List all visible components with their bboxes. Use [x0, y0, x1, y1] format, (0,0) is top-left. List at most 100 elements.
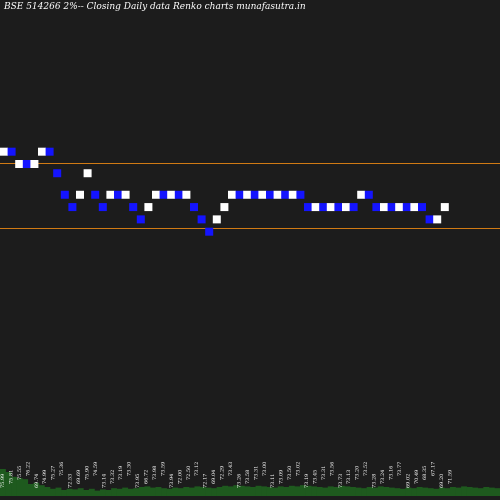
renko-brick-down: [53, 169, 62, 178]
volume-bar: [72, 489, 79, 496]
price-label: 73.28: [372, 474, 378, 488]
volume-bar: [233, 485, 240, 496]
volume-bar: [138, 487, 145, 496]
price-label: 75.36: [59, 462, 65, 476]
volume-bar: [211, 488, 217, 496]
price-label: 72.29: [220, 466, 226, 480]
renko-brick-up: [440, 203, 449, 212]
price-label: 72.00: [177, 470, 183, 484]
price-label: 73.00: [262, 462, 268, 476]
renko-brick-up: [167, 190, 176, 199]
renko-brick-up: [152, 190, 160, 199]
volume-bar: [355, 487, 362, 496]
price-label: 71.59: [448, 470, 454, 484]
price-label: 73.45: [312, 470, 318, 484]
price-label: 73.98: [152, 466, 158, 480]
price-label: 74.99: [42, 470, 48, 484]
price-label: 73.20: [355, 466, 361, 480]
volume-bar: [494, 488, 500, 496]
volume-bar: [333, 487, 340, 496]
renko-brick-up: [182, 190, 191, 199]
renko-brick-down: [98, 203, 107, 212]
price-label: 76.22: [25, 462, 31, 476]
renko-brick-up: [106, 190, 115, 199]
volume-bar: [238, 485, 245, 496]
renko-brick-down: [319, 203, 328, 212]
volume-bar: [100, 489, 106, 496]
volume-bar: [350, 487, 356, 496]
renko-brick-down: [418, 203, 426, 212]
price-label: 73.30: [127, 462, 133, 476]
price-label: 73.09: [279, 470, 285, 484]
volume-bar: [88, 488, 95, 496]
volume-bar: [38, 485, 45, 496]
renko-brick-down: [304, 203, 312, 212]
price-label: 70.49: [414, 470, 420, 484]
price-label: 73.94: [169, 474, 175, 488]
renko-brick-up: [433, 215, 442, 224]
volume-bar: [433, 488, 440, 496]
volume-bar: [61, 490, 67, 496]
renko-brick-down: [235, 190, 244, 199]
renko-brick-down: [205, 227, 214, 236]
price-label: 72.53: [68, 474, 74, 488]
price-label: 67.17: [431, 462, 437, 476]
price-label: 73.24: [380, 470, 386, 484]
renko-brick-down: [190, 203, 198, 212]
renko-brick-down: [114, 190, 122, 199]
price-label: 75.99: [0, 474, 6, 488]
price-label: 73.31: [321, 466, 327, 480]
volume-bar: [0, 469, 6, 496]
price-label: 73.13: [346, 470, 352, 484]
volume-bar: [161, 488, 167, 496]
volume-bar: [77, 488, 84, 496]
renko-brick-up: [395, 203, 404, 212]
renko-brick-up: [228, 190, 236, 199]
renko-brick-up: [30, 160, 39, 168]
price-label: 73.31: [253, 466, 259, 480]
volume-bar: [66, 488, 73, 496]
volume-bar: [377, 486, 384, 496]
price-label: 75.27: [51, 466, 57, 480]
price-label: 73.95: [135, 474, 141, 488]
renko-brick-down: [296, 190, 305, 199]
volume-bar: [183, 487, 190, 496]
volume-bar: [305, 485, 312, 496]
renko-brick-down: [334, 203, 343, 212]
price-label: 73.19: [118, 466, 124, 480]
volume-bar: [255, 485, 262, 496]
volume-bar: [461, 486, 467, 496]
price-label: 73.02: [296, 462, 302, 476]
volume-bar: [277, 486, 284, 496]
volume-bar: [5, 472, 12, 496]
price-label: 73.11: [270, 474, 276, 488]
volume-bar: [261, 486, 267, 496]
volume-bar: [150, 487, 156, 496]
volume-bar: [455, 487, 462, 496]
renko-brick-down: [159, 190, 168, 199]
volume-bar: [144, 486, 151, 496]
renko-brick-down: [68, 203, 77, 212]
volume-bar: [172, 487, 179, 496]
renko-brick-up: [212, 215, 221, 224]
renko-brick-down: [266, 190, 274, 199]
volume-bar: [16, 478, 23, 496]
price-label: 75.55: [17, 466, 23, 480]
price-label: 75.90: [84, 466, 90, 480]
renko-brick-down: [425, 215, 434, 224]
renko-brick-down: [174, 190, 183, 199]
volume-bar: [244, 486, 251, 496]
renko-brick-down: [45, 147, 54, 156]
renko-brick-up: [76, 190, 84, 199]
volume-bar: [422, 487, 429, 496]
renko-brick-up: [326, 203, 335, 212]
price-label: 73.12: [194, 462, 200, 476]
renko-brick-up: [258, 190, 267, 199]
volume-bar: [394, 488, 401, 496]
renko-brick-down: [91, 190, 100, 199]
price-label: 73.32: [110, 470, 116, 484]
volume-bar: [94, 490, 101, 496]
renko-brick-down: [250, 190, 259, 199]
renko-brick-down: [136, 215, 145, 224]
